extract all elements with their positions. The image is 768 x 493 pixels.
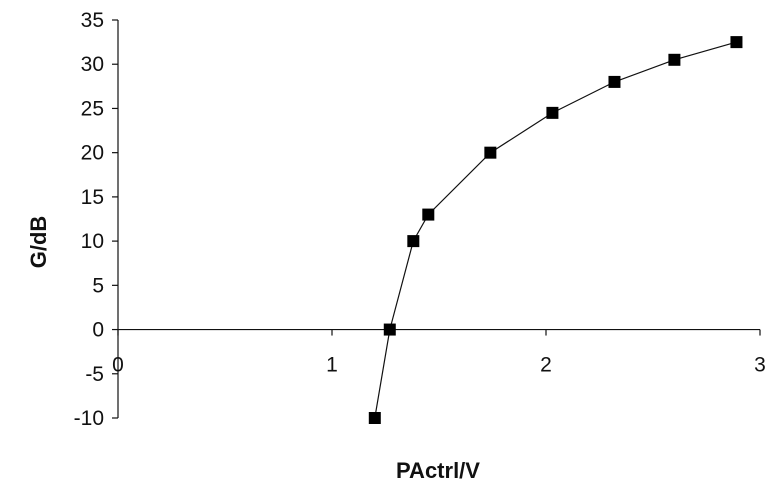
y-tick-label: 30 [81, 53, 104, 76]
y-tick-labels: 35 30 25 20 15 10 5 0 -5 -10 [74, 9, 118, 430]
x-axis-title: PActrl/V [396, 458, 480, 483]
series-line [374, 41, 737, 419]
y-tick-label: 25 [81, 97, 104, 120]
y-tick-label: -10 [74, 407, 104, 430]
y-tick-label: 5 [92, 274, 104, 297]
y-tick-label: -5 [85, 363, 104, 386]
data-point [422, 208, 435, 221]
data-point [668, 53, 681, 66]
data-point [368, 412, 381, 424]
data-point [730, 36, 743, 49]
y-tick-label: 10 [81, 230, 104, 253]
y-tick-label: 20 [81, 142, 104, 165]
x-tick-label: 1 [326, 354, 338, 377]
data-point [608, 75, 621, 88]
x-tick-label: 3 [754, 354, 766, 377]
x-tick-labels: 0 1 2 3 [112, 329, 766, 377]
data-point [484, 146, 497, 159]
y-axis-title: G/dB [26, 216, 51, 269]
series [368, 36, 743, 424]
x-tick-label: 0 [112, 354, 124, 377]
axes [117, 20, 760, 418]
data-point [407, 235, 420, 248]
x-tick-label: 2 [540, 354, 552, 377]
y-tick-label: 35 [81, 9, 104, 32]
y-tick-label: 0 [92, 319, 104, 342]
data-point [383, 323, 396, 336]
data-point [546, 106, 559, 119]
y-tick-label: 15 [81, 186, 104, 209]
